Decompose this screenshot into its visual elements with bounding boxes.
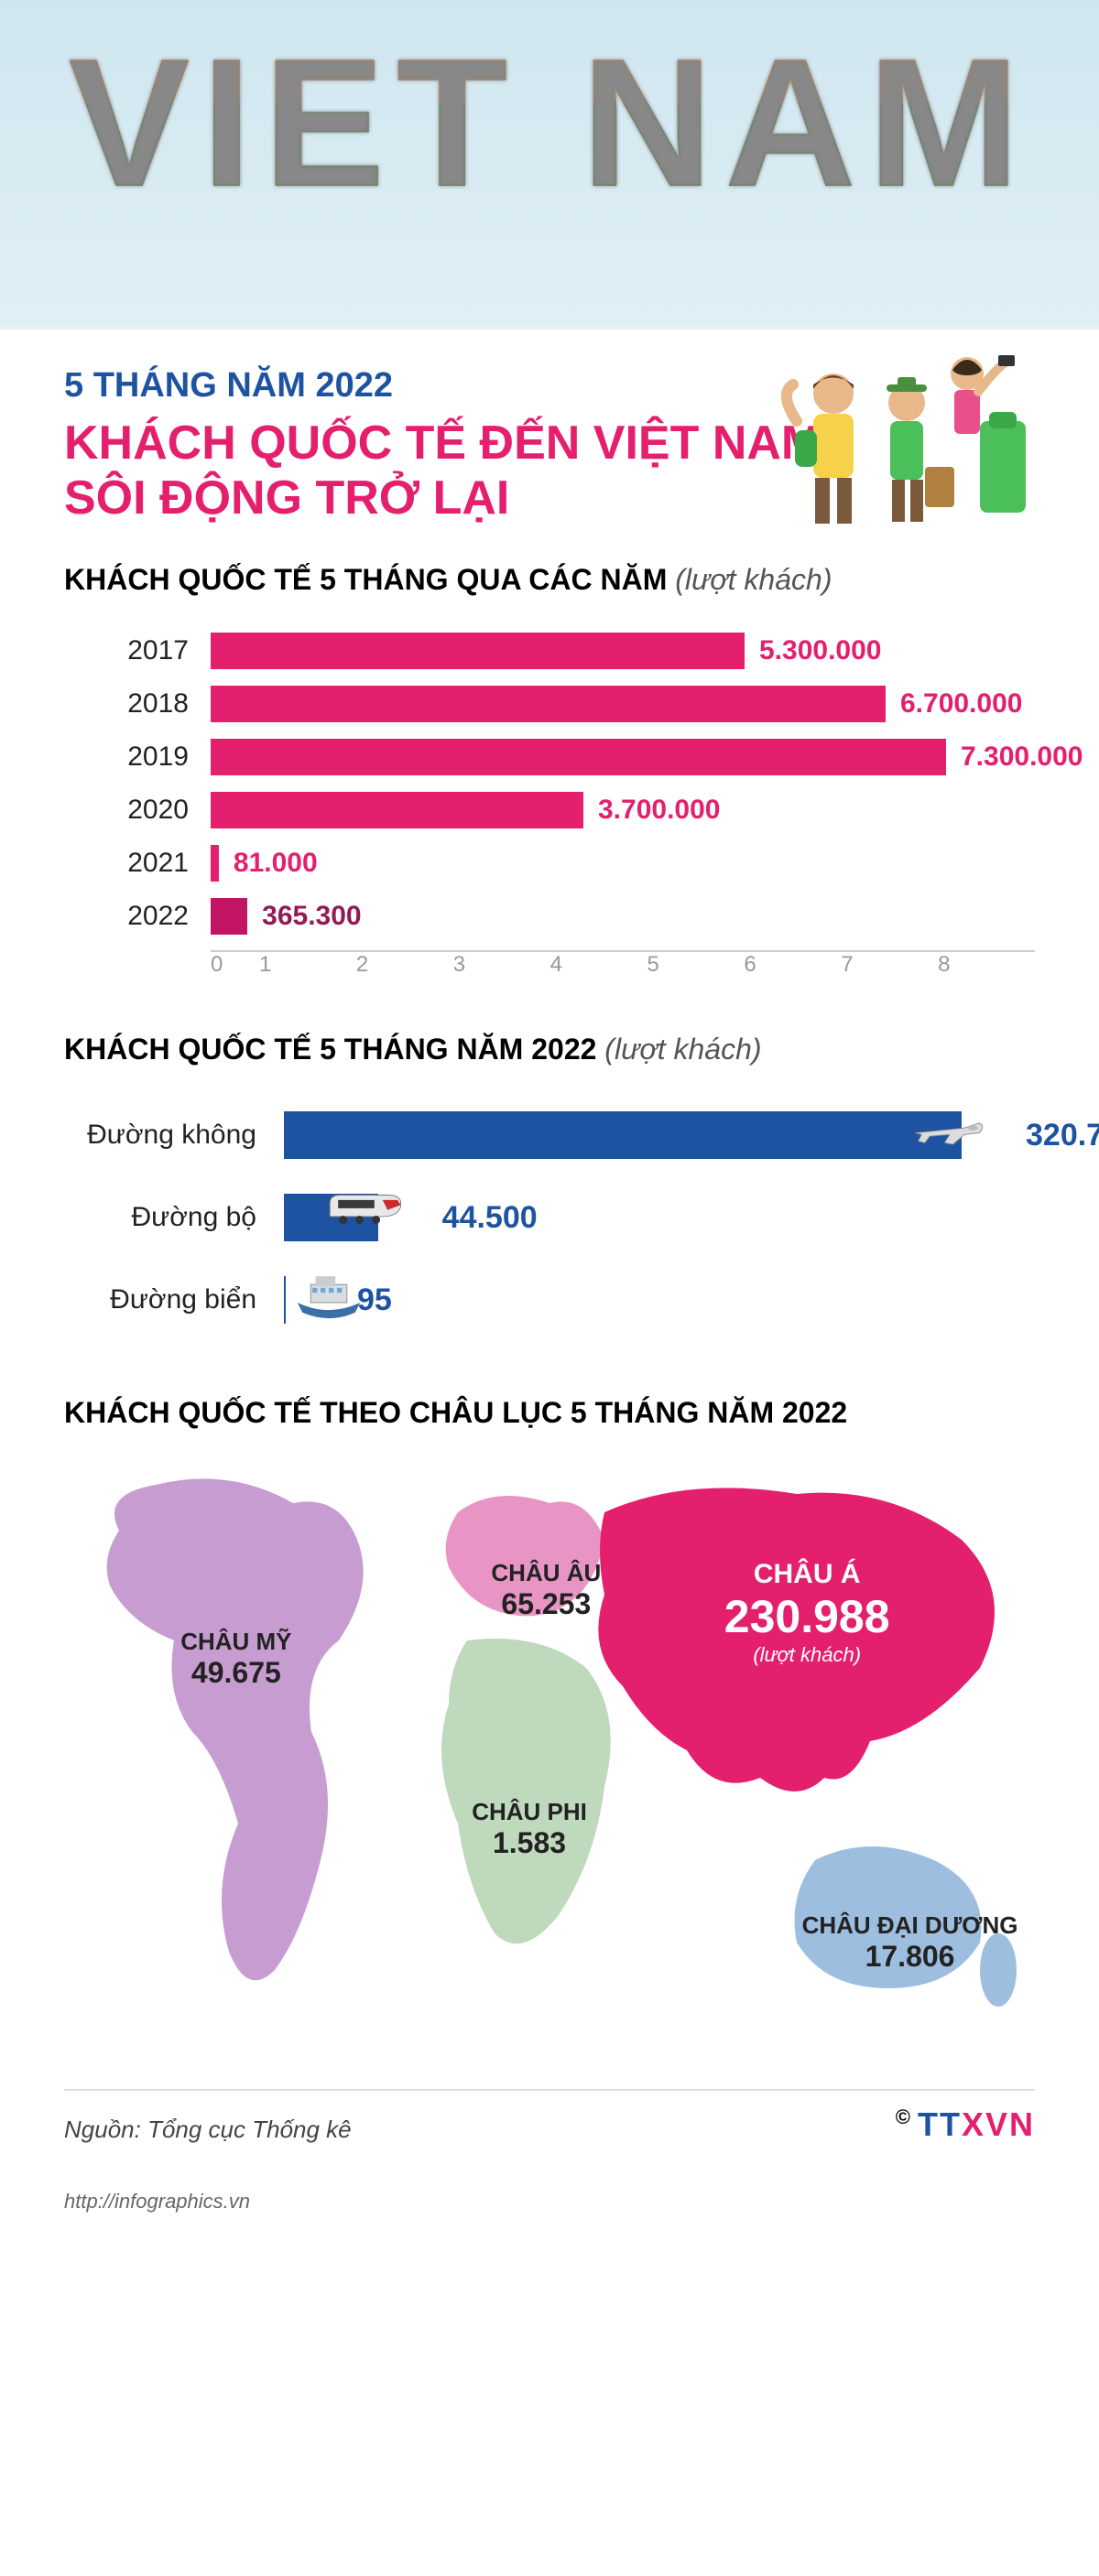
chart1-title-main: KHÁCH QUỐC TẾ 5 THÁNG QUA CÁC NĂM	[64, 563, 667, 596]
chart1-bar-area: 365.300	[211, 898, 1035, 935]
chart2-label: Đường biển	[64, 1284, 284, 1315]
section-map: KHÁCH QUỐC TẾ THEO CHÂU LỤC 5 THÁNG NĂM …	[0, 1378, 1099, 2062]
map-title: KHÁCH QUỐC TẾ THEO CHÂU LỤC 5 THÁNG NĂM …	[64, 1396, 1035, 1430]
source-label: Nguồn: Tổng cục Thống kê	[64, 2116, 352, 2144]
chart1-tick: 6	[744, 952, 841, 978]
chart1-row: 2017 5.300.000	[64, 624, 1035, 677]
chart1-value-label: 5.300.000	[745, 633, 881, 669]
chart2-value-label: 320.700	[1007, 1108, 1099, 1163]
map-region-name: CHÂU PHI	[472, 1798, 587, 1826]
chart1-row: 2018 6.700.000	[64, 677, 1035, 731]
footer: Nguồn: Tổng cục Thống kê ©TTXVN	[0, 2091, 1099, 2181]
chart1-row: 20197.300.000	[64, 731, 1035, 784]
chart1-tick: 5	[647, 952, 744, 978]
hero-banner: VIET NAM	[0, 0, 1099, 330]
map-label-europe: CHÂU ÂU65.253	[491, 1559, 601, 1621]
chart2-value-label: 95	[339, 1272, 392, 1327]
map-label-americas: CHÂU MỸ49.675	[180, 1628, 291, 1690]
chart1-tick: 0	[211, 952, 259, 978]
chart1-bar	[211, 845, 219, 882]
chart1-value-label: 81.000	[219, 845, 318, 882]
chart2-value-label: 44.500	[424, 1190, 538, 1245]
chart1-bar-area: 81.000	[211, 845, 1035, 882]
tourists-illustration	[778, 339, 1035, 540]
chart1-tick: 1	[259, 952, 356, 978]
chart2-row: Đường biển 95	[64, 1259, 1035, 1341]
map-region-value: 17.806	[802, 1940, 1018, 1974]
masthead-text: VIET NAM	[68, 18, 1031, 229]
chart2-bar-area: 320.700	[284, 1108, 1035, 1163]
chart1-bar	[211, 686, 886, 722]
chart1-value-label: 6.700.000	[886, 686, 1022, 722]
train-icon	[323, 1185, 406, 1249]
map-region-name: CHÂU ĐẠI DƯƠNG	[802, 1911, 1018, 1940]
world-map: CHÂU MỸ49.675 CHÂU ÂU65.253 CHÂU Á230.988(…	[64, 1457, 1035, 2025]
chart1-row: 2022 365.300	[64, 890, 1035, 943]
plane-icon	[907, 1102, 989, 1166]
chart1-value-label: 3.700.000	[583, 792, 720, 828]
chart1-row: 2020 3.700.000	[64, 784, 1035, 837]
map-label-africa: CHÂU PHI1.583	[472, 1798, 587, 1860]
chart1-year-label: 2020	[64, 795, 211, 826]
section-chart-yearly: KHÁCH QUỐC TẾ 5 THÁNG QUA CÁC NĂM (lượt …	[0, 545, 1099, 1014]
chart1-year-label: 2017	[64, 635, 211, 666]
chart2-bar-area: 95	[284, 1272, 1035, 1327]
map-region-name: CHÂU MỸ	[180, 1628, 291, 1656]
chart1-bar	[211, 898, 247, 935]
chart1-value-label: 365.300	[247, 898, 361, 935]
map-region-unit: (lượt khách)	[724, 1643, 890, 1667]
chart1-year-label: 2019	[64, 741, 211, 773]
agency-logo: ©TTXVN	[896, 2105, 1035, 2144]
region-africa	[441, 1639, 611, 1943]
chart2-row: Đường bộ 44.500	[64, 1176, 1035, 1259]
chart1-tick: 7	[841, 952, 938, 978]
map-label-oceania: CHÂU ĐẠI DƯƠNG17.806	[802, 1911, 1018, 1974]
chart1-year-label: 2022	[64, 901, 211, 932]
region-americas	[107, 1478, 364, 1980]
source-url: http://infographics.vn	[0, 2181, 1099, 2232]
chart1-bar-area: 3.700.000	[211, 792, 1035, 828]
chart2-bar-area: 44.500	[284, 1190, 1035, 1245]
chart1-year-label: 2018	[64, 688, 211, 720]
chart1-bar	[211, 792, 583, 828]
chart2-title: KHÁCH QUỐC TẾ 5 THÁNG NĂM 2022 (lượt khá…	[64, 1033, 1035, 1066]
chart1-x-axis: 012345678	[211, 950, 1035, 978]
chart2-label: Đường không	[64, 1120, 284, 1151]
chart1-value-label: 7.300.000	[946, 739, 1083, 775]
chart2-title-unit: (lượt khách)	[604, 1033, 761, 1066]
map-region-value: 49.675	[180, 1656, 291, 1690]
map-region-value: 230.988	[724, 1590, 890, 1643]
chart1-tick: 2	[356, 952, 453, 978]
chart1-bar	[211, 633, 745, 669]
map-label-asia: CHÂU Á230.988(lượt khách)	[724, 1559, 890, 1667]
chart1-tick: 8	[938, 952, 1035, 978]
chart2-row: Đường không320.700	[64, 1094, 1035, 1176]
chart1-title-unit: (lượt khách)	[675, 563, 832, 596]
copyright-icon: ©	[896, 2105, 912, 2128]
chart1-tick: 4	[550, 952, 647, 978]
chart1-title: KHÁCH QUỐC TẾ 5 THÁNG QUA CÁC NĂM (lượt …	[64, 563, 1035, 597]
chart1-bar-area: 7.300.000	[211, 739, 1035, 775]
chart1-row: 2021 81.000	[64, 837, 1035, 890]
chart1-bar-area: 5.300.000	[211, 633, 1035, 669]
title-block: 5 THÁNG NĂM 2022 KHÁCH QUỐC TẾ ĐẾN VIỆT …	[0, 330, 1099, 545]
map-region-name: CHÂU Á	[724, 1559, 890, 1590]
map-region-name: CHÂU ÂU	[491, 1559, 601, 1587]
infographic-page: VIET NAM 5 THÁNG NĂM 2022 KHÁCH QUỐC TẾ …	[0, 0, 1099, 2268]
chart2-label: Đường bộ	[64, 1202, 284, 1233]
map-region-value: 1.583	[472, 1826, 587, 1860]
section-chart-mode: KHÁCH QUỐC TẾ 5 THÁNG NĂM 2022 (lượt khá…	[0, 1014, 1099, 1378]
chart1-year-label: 2021	[64, 848, 211, 879]
chart2-bar	[284, 1276, 286, 1324]
map-region-value: 65.253	[491, 1587, 601, 1621]
bar-chart-mode: Đường không320.700 Đường bộ 44.500 Đường bi…	[64, 1094, 1035, 1341]
chart2-bar	[284, 1111, 962, 1159]
bar-chart-yearly: 20175.300.00020186.700.00020197.300.0002…	[64, 624, 1035, 978]
chart1-bar	[211, 739, 946, 775]
chart1-bar-area: 6.700.000	[211, 686, 1035, 722]
chart1-tick: 3	[453, 952, 550, 978]
chart2-title-main: KHÁCH QUỐC TẾ 5 THÁNG NĂM 2022	[64, 1033, 596, 1066]
